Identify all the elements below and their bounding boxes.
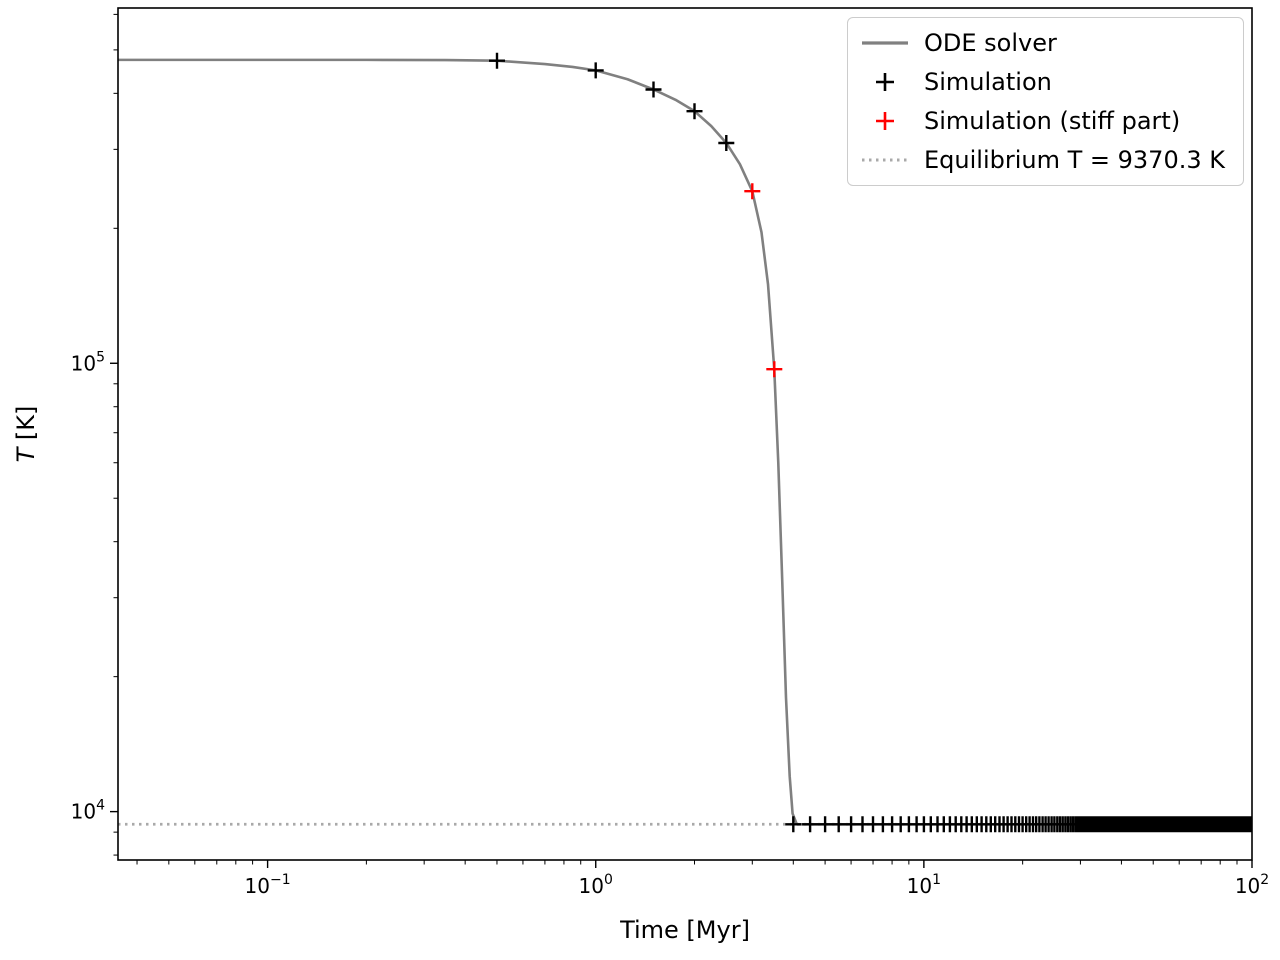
y-axis-label: T [K] xyxy=(12,406,40,463)
tick-labels: 10−1 100 101 102 104 105 xyxy=(71,349,1270,898)
plus-marker-icon xyxy=(860,70,910,94)
simulation-stiff-part--markers xyxy=(744,183,783,378)
ode-solver-line xyxy=(118,58,1252,826)
legend-item-equilibrium: Equilibrium T = 9370.3 K xyxy=(860,145,1225,175)
x-axis-label: Time [Myr] xyxy=(619,916,750,944)
dotted-line-sample-icon xyxy=(860,148,910,172)
axis-ticks xyxy=(110,362,1253,868)
legend-label-ode-solver: ODE solver xyxy=(924,29,1057,57)
x-tick-label: 10−1 xyxy=(245,872,291,898)
legend-label-simulation: Simulation xyxy=(924,68,1052,96)
y-tick-label: 105 xyxy=(71,349,105,375)
legend-item-ode-solver: ODE solver xyxy=(860,28,1225,58)
axis-minor-ticks xyxy=(113,13,1238,865)
legend-item-simulation-stiff: Simulation (stiff part) xyxy=(860,106,1225,136)
x-tick-label: 102 xyxy=(1235,872,1269,898)
plot-area xyxy=(118,52,1252,833)
legend: ODE solver Simulation Simulation (stiff … xyxy=(847,17,1244,186)
x-tick-label: 100 xyxy=(579,872,613,898)
simulation-markers xyxy=(489,52,1252,833)
legend-item-simulation: Simulation xyxy=(860,67,1225,97)
legend-label-equilibrium: Equilibrium T = 9370.3 K xyxy=(924,146,1225,174)
plus-marker-red-icon xyxy=(860,109,910,133)
x-tick-label: 101 xyxy=(907,872,941,898)
y-tick-label: 104 xyxy=(71,798,105,824)
legend-label-simulation-stiff: Simulation (stiff part) xyxy=(924,107,1181,135)
line-sample-icon xyxy=(860,31,910,55)
axes-spines xyxy=(117,7,1253,861)
